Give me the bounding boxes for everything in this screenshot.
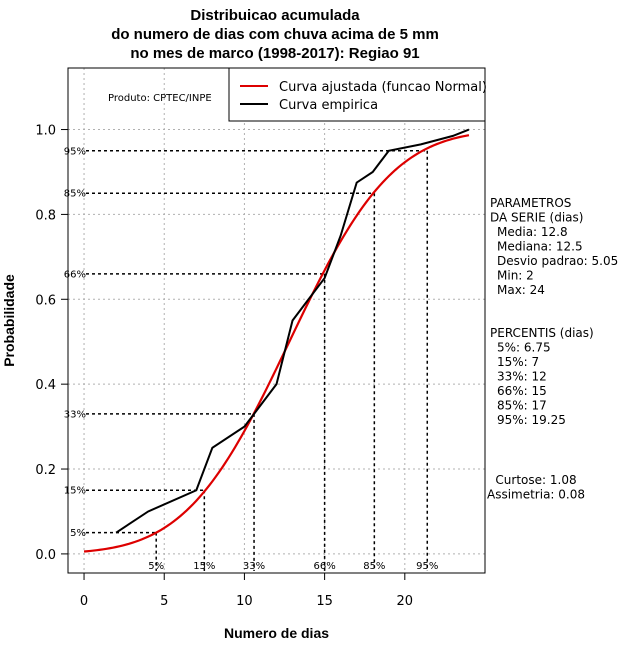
- percentile-ylabel-5%: 5%: [70, 528, 86, 539]
- chart-title-line-3: no mes de marco (1998-2017): Regiao 91: [130, 45, 419, 62]
- percentile-xlabel-5%: 5%: [148, 561, 164, 572]
- y-tick-label-3: 0.6: [35, 293, 56, 308]
- x-tick-label-2: 10: [236, 594, 253, 609]
- percentis-line-4: 66%: 15: [497, 384, 547, 398]
- x-tick-label-4: 20: [397, 594, 414, 609]
- percentis-line-5: 85%: 17: [497, 399, 547, 413]
- chart-title-line-1: Distribuicao acumulada: [190, 7, 360, 24]
- percentis-line-3: 33%: 12: [497, 370, 547, 384]
- percentile-xlabel-85%: 85%: [363, 561, 385, 572]
- y-axis-title: Probabilidade: [1, 274, 17, 367]
- percentile-ylabel-33%: 33%: [64, 409, 86, 420]
- percentile-ylabel-66%: 66%: [64, 269, 86, 280]
- parametros-line-5: Max: 24: [497, 283, 545, 297]
- percentile-ylabel-15%: 15%: [64, 486, 86, 497]
- percentis-line-1: 5%: 6.75: [497, 341, 551, 355]
- legend-box: [228, 67, 486, 122]
- y-tick-label-0: 0.0: [35, 548, 56, 563]
- legend-label-1: Curva ajustada (funcao Normal): [279, 80, 487, 95]
- parametros-line-1: Media: 12.8: [497, 225, 568, 239]
- empirical-curve: [115, 128, 470, 534]
- product-label: Produto: CPTEC/INPE: [108, 93, 212, 104]
- percentile-ylabel-85%: 85%: [64, 189, 86, 200]
- shape-line-2: Assimetria: 0.08: [487, 488, 585, 502]
- percentis-line-2: 15%: 7: [497, 355, 539, 369]
- percentile-guide-lines: 5% 5% 15% 15% 33% 33% 66% 66% 85% 85% 95% 95%: [64, 146, 439, 572]
- chart-title-line-2: do numero de dias com chuva acima de 5 m…: [111, 26, 439, 43]
- parametros-heading-1: PARAMETROS: [490, 196, 571, 210]
- x-tick-label-1: 5: [160, 594, 168, 609]
- parametros-line-4: Min: 2: [497, 269, 534, 283]
- percentile-xlabel-66%: 66%: [313, 561, 335, 572]
- grid: [68, 68, 485, 573]
- parametros-heading-2: DA SERIE (dias): [490, 211, 583, 225]
- chart-title-block: Distribuicao acumulada do numero de dias …: [111, 7, 439, 62]
- percentile-xlabel-15%: 15%: [193, 561, 215, 572]
- fitted-normal-curve: [83, 134, 470, 553]
- parametros-line-3: Desvio padrao: 5.05: [497, 254, 618, 268]
- parametros-line-2: Mediana: 12.5: [497, 240, 583, 254]
- shape-line-1: Curtose: 1.08: [495, 473, 576, 487]
- percentile-xlabel-95%: 95%: [416, 561, 438, 572]
- percentile-ylabel-95%: 95%: [64, 146, 86, 157]
- x-tick-label-3: 15: [316, 594, 333, 609]
- y-tick-label-4: 0.8: [35, 208, 56, 223]
- x-tick-label-0: 0: [80, 594, 88, 609]
- y-tick-label-2: 0.4: [35, 378, 56, 393]
- legend: Curva ajustada (funcao Normal) Curva empi…: [228, 67, 487, 122]
- legend-label-2: Curva empirica: [279, 98, 378, 113]
- percentis-line-6: 95%: 19.25: [497, 413, 566, 427]
- y-tick-label-5: 1.0: [35, 124, 56, 139]
- percentis-heading: PERCENTIS (dias): [490, 326, 594, 340]
- x-axis-title: Numero de dias: [224, 625, 329, 641]
- series-layer: [83, 128, 470, 553]
- percentile-xlabel-33%: 33%: [243, 561, 265, 572]
- y-tick-label-1: 0.2: [35, 463, 56, 478]
